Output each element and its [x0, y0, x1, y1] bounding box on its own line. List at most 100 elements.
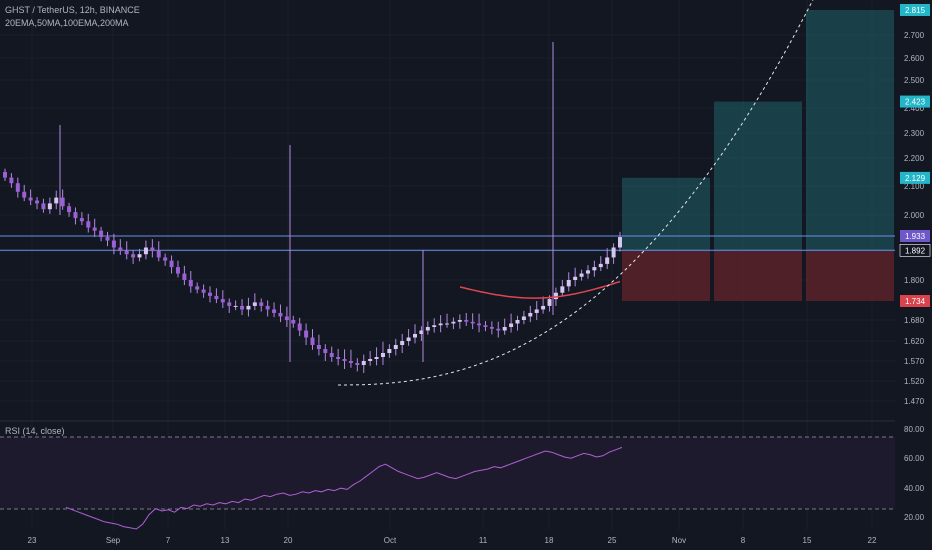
candle-body: [605, 257, 610, 264]
rsi-tick-label: 40.00: [904, 484, 925, 493]
candle-body: [413, 334, 417, 338]
target-zone: [714, 101, 802, 251]
price-badge-label: 1.933: [905, 232, 926, 241]
candle-body: [60, 197, 65, 207]
candle-body: [92, 227, 97, 231]
candle-body: [547, 299, 552, 306]
candle-body: [438, 323, 443, 326]
time-tick-label: 7: [166, 536, 171, 545]
rsi-tick-label: 20.00: [904, 513, 925, 522]
horizontal-levels: [0, 235, 895, 251]
rsi-line: [65, 446, 623, 530]
candle-body: [348, 361, 353, 363]
time-tick-label: 15: [803, 536, 812, 545]
candle-body: [502, 327, 507, 331]
price-tick-label: 2.700: [904, 31, 925, 40]
candle-body: [79, 218, 84, 222]
price-tick-label: 1.800: [904, 276, 925, 285]
rsi-band: [0, 437, 895, 509]
rsi-label[interactable]: RSI (14, close): [5, 426, 65, 436]
candle-body: [233, 305, 238, 307]
candle-body: [528, 312, 533, 317]
price-tick-label: 2.000: [904, 211, 925, 220]
candle-body: [22, 191, 27, 198]
candle-body: [310, 337, 315, 345]
candle-body: [195, 286, 200, 290]
time-tick-label: 25: [608, 536, 617, 545]
candle-body: [182, 273, 187, 280]
candle-body: [579, 273, 584, 277]
candle-body: [387, 349, 392, 353]
candle-body: [400, 341, 405, 345]
candle-body: [393, 345, 398, 349]
time-tick-label: 20: [284, 536, 293, 545]
candle-body: [220, 299, 225, 303]
candles: [3, 42, 622, 373]
candle-body: [73, 212, 78, 219]
candle-body: [618, 237, 622, 248]
candle-body: [598, 263, 603, 268]
price-tick-label: 1.620: [904, 337, 925, 346]
time-tick-label: 22: [868, 536, 877, 545]
candle-body: [380, 353, 385, 357]
price-tick-label: 1.470: [904, 397, 925, 406]
candle-body: [15, 183, 20, 192]
candle-body: [496, 328, 501, 331]
candle-body: [99, 230, 104, 238]
time-tick-label: Nov: [672, 536, 686, 545]
candle-body: [368, 359, 373, 361]
time-tick-label: 23: [28, 536, 37, 545]
candle-body: [3, 172, 7, 178]
time-tick-label: 13: [221, 536, 230, 545]
candle-body: [489, 327, 494, 329]
candle-body: [509, 323, 514, 327]
candle-body: [342, 359, 347, 361]
candle-body: [297, 323, 302, 331]
price-badge: [900, 230, 930, 242]
candle-body: [137, 254, 142, 258]
price-badge: [899, 244, 931, 257]
price-axis[interactable]: 2.700 2.600 2.500 2.400 2.300 2.200 2.100 2.000…: [899, 4, 931, 406]
target-zone: [622, 177, 710, 251]
candle-body: [553, 292, 558, 300]
candle-body: [9, 177, 14, 184]
price-badge: [900, 4, 930, 16]
candle-body: [521, 316, 526, 320]
candle-body: [477, 323, 482, 326]
parabolic-curve: [338, 0, 814, 386]
price-tick-label: 2.600: [904, 54, 925, 63]
candle-body: [124, 251, 129, 255]
candle-body: [105, 237, 110, 241]
indicator-legend[interactable]: 20EMA,50MA,100EMA,200MA: [5, 18, 129, 28]
candle-body: [432, 325, 437, 327]
candle-body: [175, 267, 180, 274]
candle-body: [156, 251, 161, 258]
candle-body: [265, 305, 270, 310]
stop-zone: [714, 251, 802, 301]
price-tick-label: 1.570: [904, 357, 925, 366]
candle-body: [227, 302, 232, 306]
candle-body: [169, 260, 174, 268]
candle-body: [541, 305, 546, 310]
candle-body: [188, 280, 193, 287]
candle-body: [201, 289, 206, 293]
candle-body: [214, 295, 219, 300]
time-axis[interactable]: 23 Sep 7 13 20 Oct 11 18 25 Nov 8 15 22: [28, 536, 877, 545]
candle-body: [67, 206, 72, 213]
price-tick-label: 2.100: [904, 182, 925, 191]
candle-body: [355, 363, 360, 365]
candle-body: [374, 357, 379, 359]
chart-title: GHST / TetherUS, 12h, BINANCE: [5, 5, 140, 15]
candle-body: [86, 221, 91, 228]
candle-body: [361, 361, 366, 365]
candle-body: [534, 309, 539, 313]
candle-body: [451, 321, 456, 324]
moving-average-line: [459, 280, 621, 299]
target-zone: [806, 10, 894, 251]
candle-body: [252, 302, 257, 306]
stop-zone: [622, 251, 710, 301]
candle-body: [259, 302, 264, 306]
candle-body: [445, 323, 450, 325]
candle-body: [457, 320, 462, 322]
